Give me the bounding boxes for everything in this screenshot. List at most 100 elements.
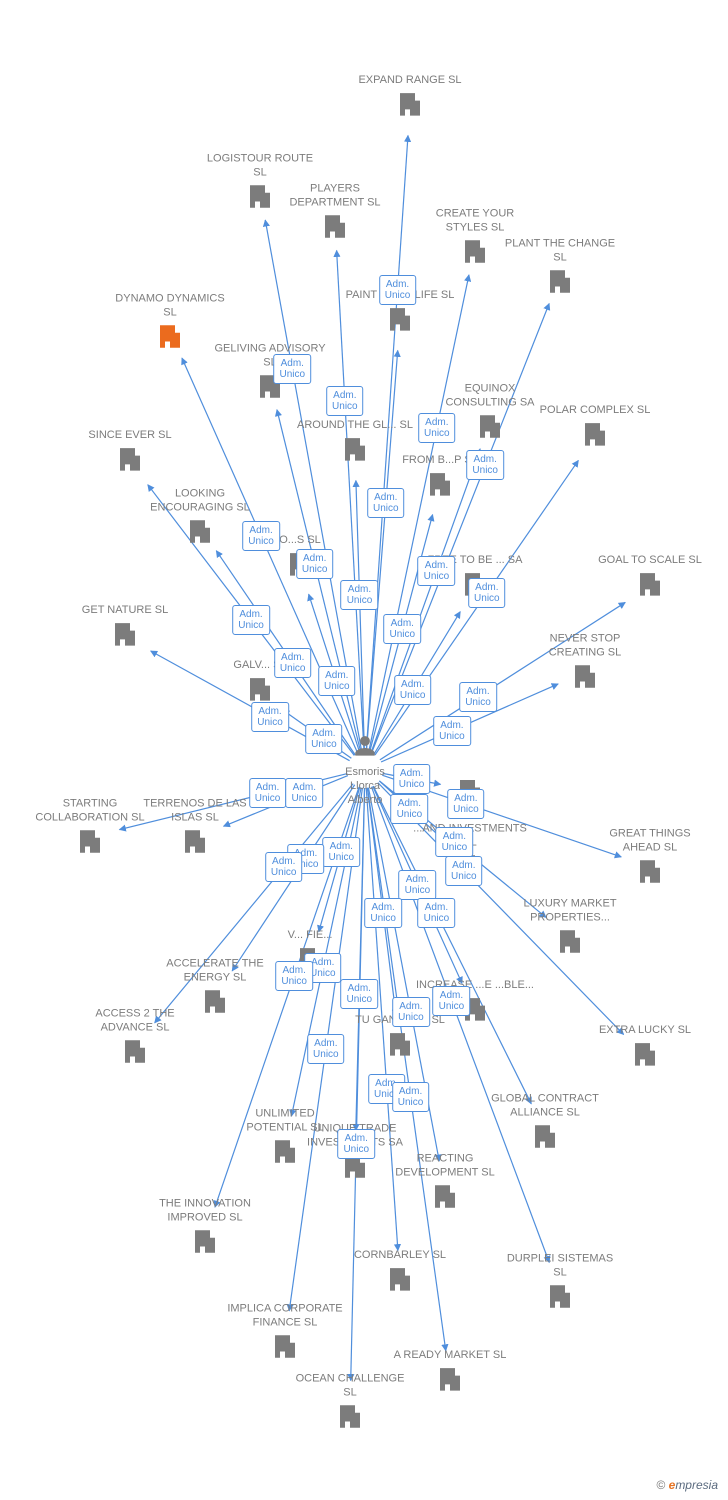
building-icon xyxy=(460,568,490,598)
building-icon xyxy=(635,855,665,885)
building-icon xyxy=(180,825,210,855)
edge-label: Adm.Unico xyxy=(394,675,432,705)
edge-line xyxy=(369,275,469,752)
company-node[interactable]: ...AND INVESTMENTS SL xyxy=(410,820,530,880)
building-icon xyxy=(630,1038,660,1068)
building-icon xyxy=(425,468,455,498)
building-icon xyxy=(255,370,285,400)
company-node[interactable]: CORNBARLEY SL xyxy=(340,1247,460,1293)
company-label: IMPLICA CORPORATE FINANCE SL xyxy=(225,1302,345,1330)
company-node[interactable]: GET NATURE SL xyxy=(65,602,185,648)
company-node[interactable]: NEVER STOP CREATING SL xyxy=(525,630,645,690)
building-icon xyxy=(580,418,610,448)
company-node[interactable]: EXPAND RANGE SL xyxy=(350,72,470,118)
company-label: NEVER STOP CREATING SL xyxy=(525,632,645,660)
building-icon xyxy=(155,320,185,350)
company-node[interactable]: FREE TO BE ... SA xyxy=(415,552,535,598)
building-icon xyxy=(385,1028,415,1058)
company-label: UNIQUE TRADE INVESTMENTS SA xyxy=(295,1122,415,1150)
building-icon xyxy=(435,1363,465,1393)
company-label: LOOKING ENCOURAGING SL xyxy=(140,487,260,515)
company-node[interactable]: IMPLICA CORPORATE FINANCE SL xyxy=(225,1300,345,1360)
company-label: AROUND THE GL... SL xyxy=(295,419,415,433)
building-icon xyxy=(335,1400,365,1430)
company-node[interactable]: EQUINOX CONSULTING SA xyxy=(430,380,550,440)
building-icon xyxy=(270,1330,300,1360)
company-label: GET NATURE SL xyxy=(65,604,185,618)
building-icon xyxy=(110,618,140,648)
company-node[interactable]: TU GANADOR SL xyxy=(340,1012,460,1058)
edge-label: Adm.Unico xyxy=(459,682,497,712)
company-node[interactable]: EXTRA LUCKY SL xyxy=(585,1022,705,1068)
company-label: GLOBAL CONTRACT ALLIANCE SL xyxy=(485,1092,605,1120)
edge-label: Adm.Unico xyxy=(341,580,379,610)
company-node[interactable]: DURPLEI SISTEMAS SL xyxy=(500,1250,620,1310)
building-icon xyxy=(120,1035,150,1065)
company-label: INCREASE ...E ...BLE... xyxy=(415,979,535,993)
company-node[interactable]: PLANT THE CHANGE SL xyxy=(500,235,620,295)
company-label: REACTING DEVELOPMENT SL xyxy=(385,1152,505,1180)
edge-label: Adm.Unico xyxy=(251,702,289,732)
edge-line xyxy=(375,460,578,755)
building-icon xyxy=(395,88,425,118)
company-node[interactable]: PAINT YOUR LIFE SL xyxy=(340,287,460,333)
company-node[interactable]: GREAT THINGS AHEAD SL xyxy=(590,825,710,885)
company-node[interactable]: GOAL TO SCALE SL xyxy=(590,552,710,598)
building-icon xyxy=(455,850,485,880)
company-node[interactable]: TERRENOS DE LAS ISLAS SL xyxy=(135,795,255,855)
company-label: DURPLEI SISTEMAS SL xyxy=(500,1252,620,1280)
building-icon xyxy=(285,548,315,578)
person-icon xyxy=(352,733,378,759)
company-label: V... FIE... xyxy=(250,929,370,943)
company-node[interactable]: GALV... SL xyxy=(200,657,320,703)
company-label: STARTING COLLABORATION SL xyxy=(30,797,150,825)
building-icon xyxy=(570,660,600,690)
edge-line xyxy=(319,787,360,932)
center-person-node[interactable]: EsmorisLlorcaAlberto xyxy=(305,733,425,807)
company-node[interactable]: THE INNOVATION IMPROVED SL xyxy=(145,1195,265,1255)
edge-label: Adm.Unico xyxy=(232,605,270,635)
company-node[interactable]: REACTING DEVELOPMENT SL xyxy=(385,1150,505,1210)
edge-label: Adm.Unico xyxy=(418,898,456,928)
company-label: GALV... SL xyxy=(200,659,320,673)
building-icon xyxy=(320,210,350,240)
company-label: A READY MARKET SL xyxy=(390,1349,510,1363)
edge-label: Adm.Unico xyxy=(340,979,378,1009)
edge-line xyxy=(366,350,397,752)
company-label: EXPAND RANGE SL xyxy=(350,74,470,88)
building-icon xyxy=(245,673,275,703)
company-node[interactable]: GELIVING ADVISORY SL xyxy=(210,340,330,400)
company-node[interactable]: ACCESS 2 THE ADVANCE SL xyxy=(75,1005,195,1065)
edge-label: Adm.Unico xyxy=(307,1034,345,1064)
edge-label: Adm.Unico xyxy=(323,837,361,867)
company-label: EQUINOX CONSULTING SA xyxy=(430,382,550,410)
company-label: CREATE YOUR STYLES SL xyxy=(415,207,535,235)
company-node[interactable]: O...S SL xyxy=(240,532,360,578)
company-node[interactable]: STARTING COLLABORATION SL xyxy=(30,795,150,855)
company-label: THE INNOVATION IMPROVED SL xyxy=(145,1197,265,1225)
company-node[interactable]: PLAYERS DEPARTMENT SL xyxy=(275,180,395,240)
edge-label: Adm.Unico xyxy=(326,386,364,416)
company-label: LUXURY MARKET PROPERTIES... xyxy=(510,897,630,925)
building-icon xyxy=(340,433,370,463)
building-icon xyxy=(430,1180,460,1210)
company-label: SINCE EVER SL xyxy=(70,429,190,443)
edge-label: Adm.Unico xyxy=(265,852,303,882)
copyright: © empresia xyxy=(656,1478,718,1492)
company-label: OCEAN CHALLENGE SL xyxy=(290,1372,410,1400)
company-node[interactable]: POLAR COMPLEX SL xyxy=(535,402,655,448)
copyright-symbol: © xyxy=(656,1478,665,1492)
company-node[interactable] xyxy=(410,775,530,805)
company-node[interactable]: OCEAN CHALLENGE SL xyxy=(290,1370,410,1430)
company-node[interactable]: FROM B...P SL xyxy=(380,452,500,498)
edge-label: Adm.Unico xyxy=(368,1074,406,1104)
building-icon xyxy=(115,443,145,473)
company-node[interactable]: SINCE EVER SL xyxy=(70,427,190,473)
company-label: CORNBARLEY SL xyxy=(340,1249,460,1263)
building-icon xyxy=(75,825,105,855)
company-node[interactable]: LUXURY MARKET PROPERTIES... xyxy=(510,895,630,955)
company-label: PLAYERS DEPARTMENT SL xyxy=(275,182,395,210)
building-icon xyxy=(545,1280,575,1310)
company-node[interactable]: GLOBAL CONTRACT ALLIANCE SL xyxy=(485,1090,605,1150)
building-icon xyxy=(190,1225,220,1255)
